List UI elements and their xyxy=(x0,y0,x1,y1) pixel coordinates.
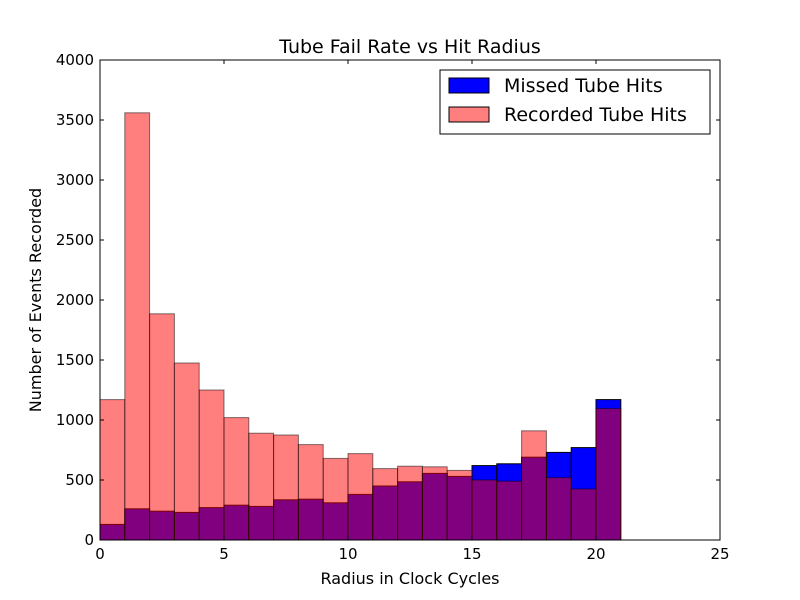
y-tick-label-2000: 2000 xyxy=(56,291,94,309)
x-tick-label-20: 20 xyxy=(586,545,605,563)
bar-series1-bin-7 xyxy=(273,434,299,541)
bar-series1-bin-18 xyxy=(545,477,572,541)
bars-layer xyxy=(99,112,622,541)
legend-label-missed: Missed Tube Hits xyxy=(504,75,663,97)
ticks-layer: 0 5 10 15 20 25 0 500 1000 1500 2000 2500 3000 3500 40… xyxy=(56,51,730,563)
y-tick-label-4000: 4000 xyxy=(56,51,94,69)
bar-series1-bin-0 xyxy=(99,399,126,541)
bar-series1-bin-1 xyxy=(124,112,151,541)
bar-series1-bin-8 xyxy=(297,444,324,541)
bar-series1-bin-2 xyxy=(149,313,175,541)
legend-swatch-missed xyxy=(448,77,490,94)
chart-title: Tube Fail Rate vs Hit Radius xyxy=(278,36,541,58)
y-tick-label-500: 500 xyxy=(65,471,94,489)
y-axis-label: Number of Events Recorded xyxy=(26,188,45,412)
y-tick-label-2500: 2500 xyxy=(56,231,94,249)
bar-series1-bin-5 xyxy=(223,417,250,541)
bar-series1-bin-9 xyxy=(322,457,349,541)
x-tick-label-0: 0 xyxy=(95,545,105,563)
x-tick-label-5: 5 xyxy=(219,545,229,563)
bar-series1-bin-6 xyxy=(248,432,275,541)
bar-series1-bin-3 xyxy=(173,362,200,541)
bar-series1-bin-16 xyxy=(496,480,523,541)
bar-series1-bin-19 xyxy=(570,488,597,541)
bar-series1-bin-15 xyxy=(471,479,498,541)
series-1 xyxy=(99,112,622,541)
x-tick-label-25: 25 xyxy=(710,545,729,563)
y-tick-label-1500: 1500 xyxy=(56,351,94,369)
bar-series1-bin-12 xyxy=(397,465,423,541)
bar-series1-bin-20 xyxy=(595,408,622,541)
x-axis-label: Radius in Clock Cycles xyxy=(320,569,499,588)
x-tick-label-10: 10 xyxy=(338,545,357,563)
bar-series1-bin-4 xyxy=(198,389,225,541)
bar-series1-bin-17 xyxy=(521,430,547,541)
y-tick-label-3000: 3000 xyxy=(56,171,94,189)
y-tick-label-0: 0 xyxy=(84,531,94,549)
legend-swatch-recorded xyxy=(448,106,490,123)
bar-series1-bin-11 xyxy=(372,468,399,541)
y-tick-label-1000: 1000 xyxy=(56,411,94,429)
y-tick-label-3500: 3500 xyxy=(56,111,94,129)
legend-label-recorded: Recorded Tube Hits xyxy=(504,104,687,126)
x-tick-label-15: 15 xyxy=(462,545,481,563)
bar-series1-bin-10 xyxy=(347,453,374,541)
bar-series1-bin-14 xyxy=(446,469,473,541)
legend: Missed Tube Hits Recorded Tube Hits xyxy=(439,69,711,135)
bar-series1-bin-13 xyxy=(421,466,448,541)
